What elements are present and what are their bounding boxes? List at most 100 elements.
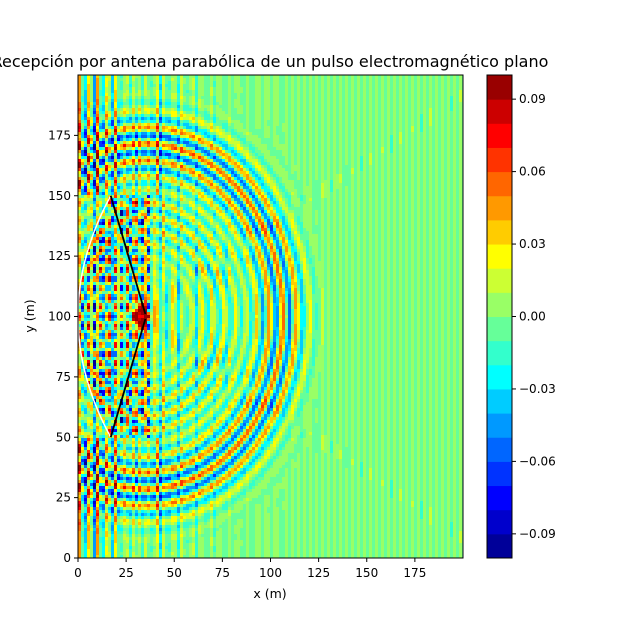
heatmap-cell (408, 132, 412, 136)
heatmap-cell (159, 105, 163, 109)
heatmap-cell (168, 174, 172, 178)
heatmap-cell (354, 144, 358, 148)
heatmap-cell (129, 87, 133, 91)
heatmap-cell (90, 75, 94, 79)
heatmap-cell (390, 174, 394, 178)
heatmap-cell (333, 114, 337, 118)
heatmap-cell (270, 99, 274, 103)
heatmap-cell (78, 117, 82, 121)
heatmap-cell (381, 147, 385, 151)
heatmap-cell (216, 81, 220, 85)
heatmap-cell (162, 189, 166, 193)
heatmap-cell (441, 171, 445, 175)
heatmap-cell (117, 123, 121, 127)
heatmap-cell (291, 78, 295, 82)
heatmap-cell (111, 138, 115, 142)
heatmap-cell (423, 135, 427, 139)
heatmap-cell (234, 174, 238, 178)
heatmap-cell (81, 138, 85, 142)
heatmap-cell (282, 120, 286, 124)
heatmap-cell (444, 114, 448, 118)
heatmap-cell (159, 171, 163, 175)
heatmap-cell (303, 96, 307, 100)
heatmap-cell (336, 93, 340, 97)
heatmap-cell (330, 144, 334, 148)
heatmap-cell (93, 150, 97, 154)
heatmap-cell (267, 147, 271, 151)
heatmap-cell (447, 174, 451, 178)
heatmap-cell (330, 99, 334, 103)
heatmap-cell (411, 168, 415, 172)
heatmap-cell (90, 159, 94, 163)
heatmap-cell (180, 123, 184, 127)
heatmap-cell (402, 78, 406, 82)
heatmap-cell (174, 186, 178, 190)
heatmap-cell (318, 87, 322, 91)
heatmap-cell (261, 87, 265, 91)
heatmap-cell (258, 102, 262, 106)
heatmap-cell (156, 180, 160, 184)
heatmap-cell (171, 84, 175, 88)
heatmap-cell (345, 123, 349, 127)
heatmap-cell (432, 162, 436, 166)
heatmap-cell (354, 132, 358, 136)
heatmap-cell (447, 114, 451, 118)
heatmap-cell (213, 150, 217, 154)
heatmap-cell (390, 177, 394, 181)
heatmap-cell (330, 153, 334, 157)
heatmap-cell (201, 126, 205, 130)
heatmap-cell (156, 186, 160, 190)
heatmap-cell (324, 120, 328, 124)
heatmap-cell (183, 177, 187, 181)
heatmap-cell (291, 183, 295, 187)
heatmap-cell (294, 105, 298, 109)
heatmap-cell (282, 87, 286, 91)
heatmap-cell (396, 114, 400, 118)
heatmap-cell (216, 129, 220, 133)
heatmap-cell (135, 111, 139, 115)
heatmap-cell (216, 159, 220, 163)
heatmap-cell (240, 141, 244, 145)
heatmap-cell (255, 138, 259, 142)
heatmap-cell (222, 78, 226, 82)
heatmap-cell (309, 120, 313, 124)
heatmap-cell (267, 177, 271, 181)
heatmap-cell (339, 174, 343, 178)
heatmap-cell (261, 180, 265, 184)
heatmap-cell (219, 141, 223, 145)
heatmap-cell (321, 141, 325, 145)
heatmap-cell (366, 90, 370, 94)
heatmap-cell (102, 159, 106, 163)
heatmap-cell (78, 120, 82, 124)
heatmap-cell (378, 129, 382, 133)
heatmap-cell (339, 111, 343, 115)
heatmap-cell (174, 105, 178, 109)
heatmap-cell (282, 171, 286, 175)
heatmap-cell (309, 138, 313, 142)
heatmap-cell (105, 105, 109, 109)
heatmap-cell (393, 138, 397, 142)
heatmap-cell (201, 102, 205, 106)
heatmap-cell (120, 132, 124, 136)
heatmap-cell (288, 111, 292, 115)
heatmap-cell (84, 186, 88, 190)
heatmap-cell (198, 168, 202, 172)
heatmap-cell (258, 177, 262, 181)
heatmap-cell (225, 141, 229, 145)
heatmap-cell (276, 189, 280, 193)
heatmap-cell (153, 75, 157, 79)
heatmap-cell (180, 81, 184, 85)
heatmap-cell (189, 81, 193, 85)
heatmap-cell (333, 180, 337, 184)
heatmap-cell (375, 180, 379, 184)
heatmap-cell (438, 159, 442, 163)
heatmap-cell (249, 141, 253, 145)
heatmap-cell (282, 138, 286, 142)
heatmap-cell (312, 183, 316, 187)
heatmap-cell (189, 78, 193, 82)
heatmap-cell (225, 144, 229, 148)
heatmap-cell (291, 126, 295, 130)
heatmap-cell (144, 123, 148, 127)
heatmap-cell (162, 120, 166, 124)
heatmap-cell (231, 156, 235, 160)
